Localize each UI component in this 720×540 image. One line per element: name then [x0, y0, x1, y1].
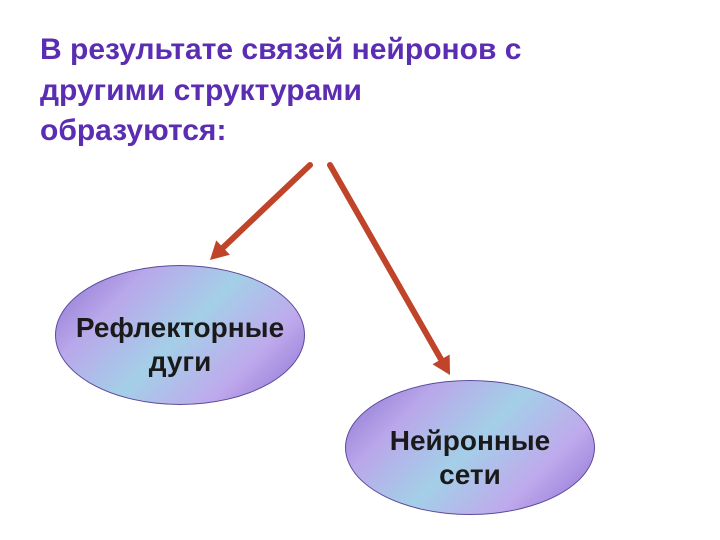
node-reflex-arcs: Рефлекторныедуги: [55, 265, 305, 405]
node-neural-networks: Нейронныесети: [345, 380, 595, 515]
arrow-head: [432, 354, 450, 375]
node-label: Рефлекторныедуги: [61, 311, 299, 378]
page-title: В результате связей нейронов с другими с…: [40, 30, 640, 152]
arrow-line: [218, 165, 310, 253]
arrow-head: [210, 240, 230, 260]
title-text: В результате связей нейронов с другими с…: [40, 33, 521, 147]
node-label: Нейронныесети: [375, 424, 566, 491]
arrow-line: [330, 165, 445, 366]
